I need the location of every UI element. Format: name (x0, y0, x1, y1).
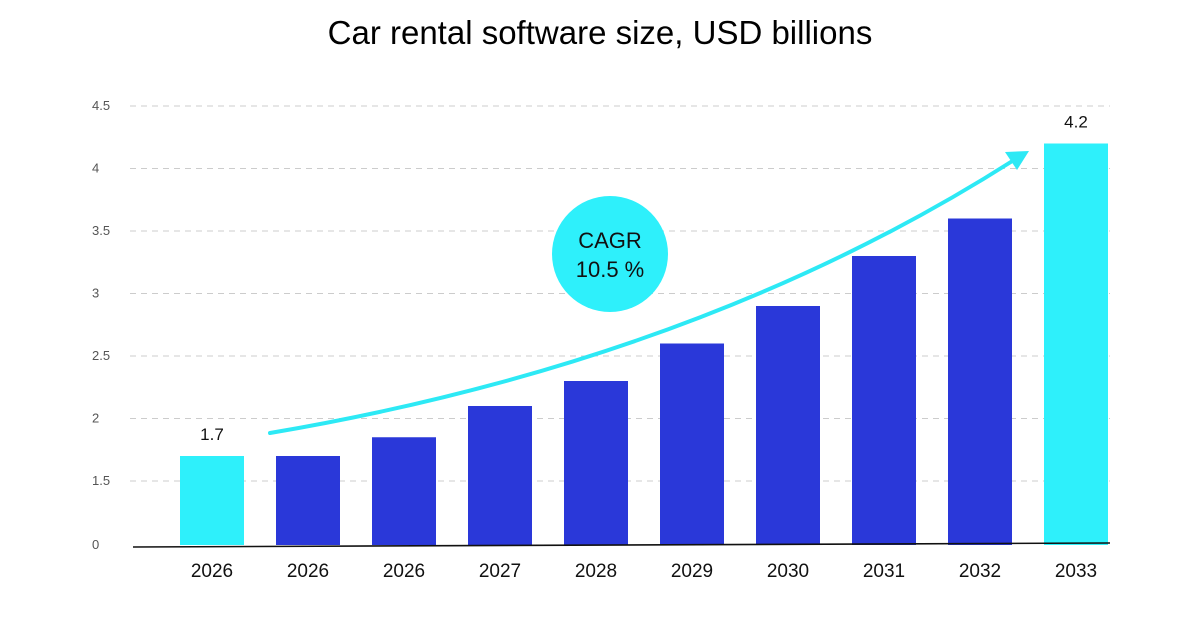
bar (1044, 143, 1108, 545)
x-tick-label: 2031 (863, 561, 905, 582)
x-tick-label: 2026 (383, 561, 425, 582)
x-tick-label: 2032 (959, 561, 1001, 582)
x-tick-label: 2029 (671, 561, 713, 582)
bar (468, 406, 532, 545)
x-axis-labels: 2026 2026 2026 2027 2028 2029 2030 2031 2032 2033 (191, 561, 1097, 582)
bar (756, 306, 820, 545)
bar (660, 343, 724, 545)
x-tick-label: 2027 (479, 561, 521, 582)
y-tick-label: 1.5 (92, 473, 110, 488)
bar (852, 256, 916, 545)
bars (180, 143, 1108, 545)
x-tick-label: 2030 (767, 561, 809, 582)
cagr-label: CAGR (578, 228, 642, 253)
y-tick-label: 4.5 (92, 98, 110, 113)
y-tick-label: 3 (92, 286, 99, 301)
bar (180, 456, 244, 545)
cagr-value: 10.5 % (576, 257, 645, 282)
bar (372, 437, 436, 545)
cagr-circle (552, 196, 668, 312)
baseline-axis (132, 542, 1111, 548)
cagr-badge: CAGR 10.5 % (552, 196, 668, 312)
data-label: 4.2 (1064, 113, 1088, 132)
bar (948, 218, 1012, 545)
bar (564, 381, 628, 545)
x-tick-label: 2026 (287, 561, 329, 582)
y-axis-ticks: 0 1.5 2 2.5 3 3.5 4 4.5 (92, 98, 110, 552)
data-label: 1.7 (200, 425, 224, 444)
y-tick-label: 3.5 (92, 223, 110, 238)
bar (276, 456, 340, 545)
growth-arrow (268, 151, 1029, 435)
x-tick-label: 2033 (1055, 561, 1097, 582)
y-tick-label: 2.5 (92, 348, 110, 363)
growth-arrowhead (1005, 151, 1029, 170)
y-tick-label: 2 (92, 411, 99, 426)
growth-arrow-line (268, 158, 1016, 435)
baseline (132, 542, 1111, 548)
data-labels: 1.7 4.2 (200, 113, 1088, 445)
x-tick-label: 2028 (575, 561, 617, 582)
y-tick-label: 0 (92, 537, 99, 552)
chart-title: Car rental software size, USD billions (327, 14, 873, 51)
x-tick-label: 2026 (191, 561, 233, 582)
y-tick-label: 4 (92, 161, 99, 176)
